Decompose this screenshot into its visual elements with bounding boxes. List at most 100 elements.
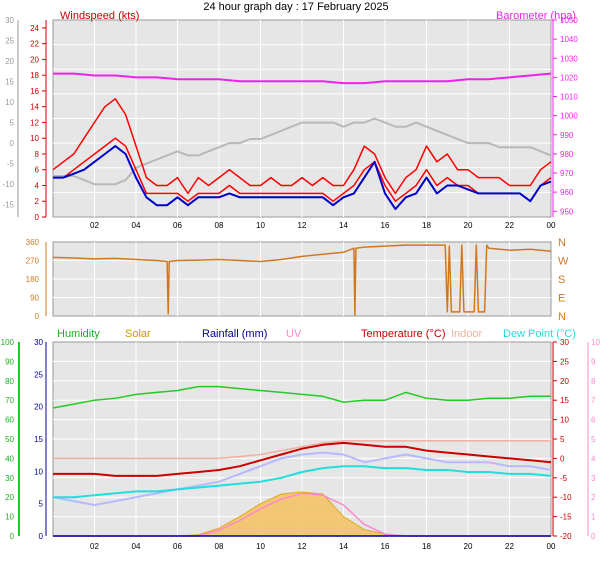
temp-x-tick-label: 10 <box>256 542 265 551</box>
wind-tick-label: 14 <box>30 103 39 112</box>
temp-x-tick-label: 20 <box>464 542 473 551</box>
series-barometer <box>53 72 552 85</box>
wind-tick-label: 18 <box>30 71 39 80</box>
wind-tick-label: 24 <box>30 24 39 33</box>
wind-x-tick-label: 04 <box>132 221 141 230</box>
uv-tick-label: 1 <box>591 513 596 522</box>
humidity-tick-label: 70 <box>5 396 14 405</box>
baro-tick-label: 960 <box>560 188 574 197</box>
temp-x-tick-label: 12 <box>298 542 307 551</box>
humidity-tick-label: 40 <box>5 454 14 463</box>
wind-tick-label: 0 <box>35 213 40 222</box>
temp-tick-label: 20 <box>560 377 569 386</box>
wind-tick-label: 16 <box>30 87 39 96</box>
rain-tick-label: 0 <box>39 532 44 541</box>
legend-humidity: Humidity <box>57 328 100 340</box>
legend-uv: UV <box>286 328 302 340</box>
humidity-tick-label: 90 <box>5 357 14 366</box>
wind-x-tick-label: 00 <box>547 221 556 230</box>
temp-tick-label: -10 <box>560 493 572 502</box>
series-humidity <box>52 385 551 409</box>
rain-tick-label: 20 <box>34 403 43 412</box>
grey-tick-label: 15 <box>5 78 14 87</box>
temp-tick-label: 30 <box>560 338 569 347</box>
wind-tick-label: 12 <box>30 118 39 127</box>
temp-tick-label: 0 <box>560 454 565 463</box>
baro-tick-label: 1040 <box>560 35 578 44</box>
uv-tick-label: 6 <box>591 416 596 425</box>
rain-tick-label: 30 <box>34 338 43 347</box>
compass-label: N <box>558 311 566 323</box>
direction-tick-label: 90 <box>30 294 39 303</box>
baro-tick-label: 1050 <box>560 16 578 25</box>
legend-dew-point: Dew Point (°C) <box>503 328 576 340</box>
temp-tick-label: 25 <box>560 357 569 366</box>
wind-tick-label: 6 <box>35 166 40 175</box>
temp-tick-label: -5 <box>560 474 568 483</box>
humidity-tick-label: 20 <box>5 493 14 502</box>
uv-tick-label: 2 <box>591 493 596 502</box>
temp-x-tick-label: 06 <box>173 542 182 551</box>
temp-x-tick-label: 18 <box>422 542 431 551</box>
humidity-tick-label: 30 <box>5 474 14 483</box>
wind-x-tick-label: 14 <box>339 221 348 230</box>
grey-tick-label: -15 <box>2 201 14 210</box>
wind-tick-label: 4 <box>35 181 40 190</box>
humidity-tick-label: 50 <box>5 435 14 444</box>
temp-x-tick-label: 08 <box>215 542 224 551</box>
series-wind-speed <box>53 137 552 202</box>
chart-series <box>52 72 552 537</box>
series-temperature <box>53 441 552 477</box>
uv-tick-label: 7 <box>591 396 596 405</box>
uv-tick-label: 4 <box>591 454 596 463</box>
humidity-tick-label: 60 <box>5 416 14 425</box>
direction-tick-label: 360 <box>26 238 40 247</box>
legend-rainfall: Rainfall (mm) <box>202 328 267 340</box>
grey-tick-label: 25 <box>5 37 14 46</box>
wind-tick-label: 8 <box>35 150 40 159</box>
grey-tick-label: 10 <box>5 98 14 107</box>
temp-x-tick-label: 16 <box>381 542 390 551</box>
series-grey-temp <box>53 117 552 186</box>
graph-title: 24 hour graph day : 17 February 2025 <box>203 1 388 13</box>
baro-tick-label: 950 <box>560 207 574 216</box>
temp-tick-label: 10 <box>560 416 569 425</box>
series-wind-average <box>53 145 552 211</box>
temp-x-tick-label: 22 <box>505 542 514 551</box>
rain-tick-label: 25 <box>34 370 43 379</box>
temp-x-tick-label: 14 <box>339 542 348 551</box>
temp-tick-label: 5 <box>560 435 565 444</box>
uv-tick-label: 8 <box>591 377 596 386</box>
compass-label: E <box>558 293 565 305</box>
baro-tick-label: 980 <box>560 150 574 159</box>
baro-tick-label: 970 <box>560 169 574 178</box>
baro-tick-label: 1030 <box>560 54 578 63</box>
uv-tick-label: 10 <box>591 338 600 347</box>
wind-tick-label: 22 <box>30 40 39 49</box>
wind-tick-label: 10 <box>30 134 39 143</box>
wind-x-tick-label: 12 <box>298 221 307 230</box>
temp-tick-label: -20 <box>560 532 572 541</box>
uv-tick-label: 5 <box>591 435 596 444</box>
wind-x-tick-label: 06 <box>173 221 182 230</box>
compass-label: N <box>558 237 566 249</box>
wind-x-tick-label: 02 <box>90 221 99 230</box>
series-dew-point <box>53 465 552 499</box>
humidity-tick-label: 10 <box>5 513 14 522</box>
humidity-tick-label: 0 <box>10 532 15 541</box>
compass-label: W <box>558 256 569 268</box>
baro-tick-label: 1010 <box>560 93 578 102</box>
baro-tick-label: 1020 <box>560 73 578 82</box>
grey-tick-label: 0 <box>10 139 15 148</box>
series-indoor <box>53 440 551 460</box>
direction-tick-label: 270 <box>26 257 40 266</box>
temp-tick-label: -15 <box>560 513 572 522</box>
humidity-tick-label: 80 <box>5 377 14 386</box>
uv-tick-label: 3 <box>591 474 596 483</box>
wind-x-tick-label: 20 <box>464 221 473 230</box>
barometer-axis-label: Barometer (hpa) <box>496 10 576 22</box>
wind-x-tick-label: 22 <box>505 221 514 230</box>
wind-tick-label: 2 <box>35 197 40 206</box>
uv-tick-label: 9 <box>591 357 596 366</box>
